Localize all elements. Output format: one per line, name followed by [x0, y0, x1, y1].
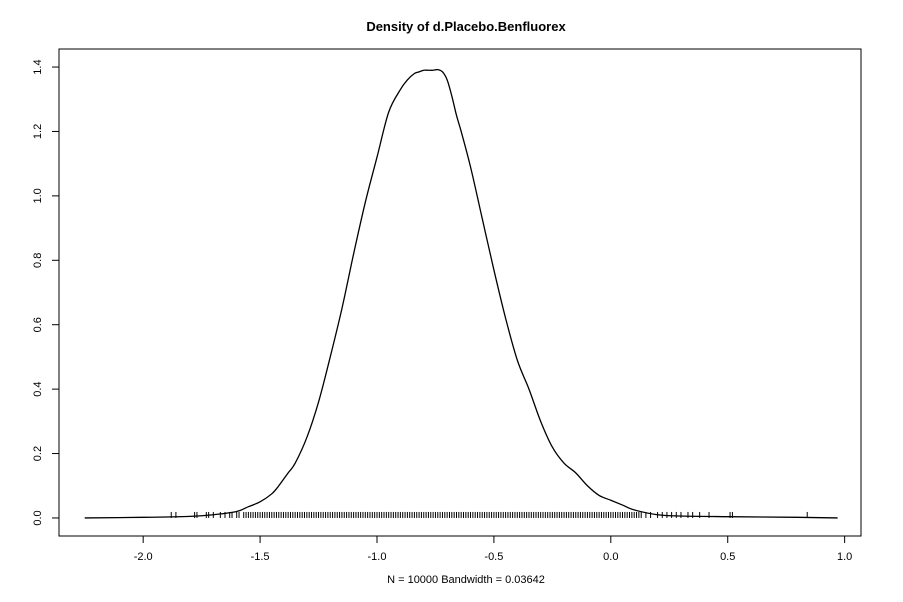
x-tick-label: 0.5	[720, 551, 735, 563]
x-tick-label: -0.5	[484, 551, 503, 563]
y-tick-label: 1.2	[32, 124, 44, 139]
y-tick-label: 0.8	[32, 253, 44, 268]
x-axis-label: N = 10000 Bandwidth = 0.03642	[387, 574, 545, 586]
x-tick-label: -1.5	[251, 551, 270, 563]
y-tick-label: 1.4	[32, 59, 44, 74]
x-tick-label: -2.0	[134, 551, 153, 563]
y-tick-label: 0.2	[32, 446, 44, 461]
y-tick-label: 1.0	[32, 188, 44, 203]
y-axis: 0.0 0.2 0.4 0.6 0.8 1.0 1.2 1.4	[32, 59, 59, 526]
x-tick-label: 1.0	[837, 551, 852, 563]
x-tick-label: 0.0	[603, 551, 618, 563]
x-tick-label: -1.0	[368, 551, 387, 563]
rug-marks	[170, 511, 808, 518]
chart-title: Density of d.Placebo.Benfluorex	[366, 19, 566, 34]
y-tick-label: 0.6	[32, 317, 44, 332]
plot-frame	[58, 48, 862, 537]
y-tick-label: 0.0	[32, 510, 44, 525]
density-curve	[84, 68, 838, 519]
x-axis: -2.0 -1.5 -1.0 -0.5 0.0 0.5 1.0	[134, 536, 852, 563]
y-tick-label: 0.4	[32, 381, 44, 396]
